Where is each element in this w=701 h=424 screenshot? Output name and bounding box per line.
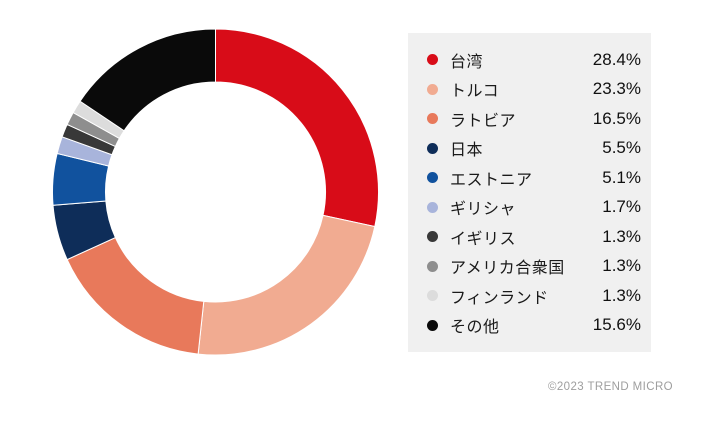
legend-item-uk: イギリス 1.3% bbox=[427, 222, 641, 252]
legend-item-taiwan: 台湾 28.4% bbox=[427, 45, 641, 75]
legend-bullet-icon bbox=[427, 260, 438, 272]
donut-slice-turkey bbox=[197, 214, 376, 356]
legend-item-japan: 日本 5.5% bbox=[427, 134, 641, 164]
legend-item-finland: フィンランド 1.3% bbox=[427, 281, 641, 311]
legend-bullet-icon bbox=[427, 113, 438, 125]
legend-percent: 16.5% bbox=[592, 108, 641, 128]
legend-label: その他 bbox=[450, 319, 500, 337]
legend-item-latvia: ラトビア 16.5% bbox=[427, 104, 641, 134]
legend-label: 台湾 bbox=[450, 53, 484, 71]
copyright-text: ©2023 TREND MICRO bbox=[548, 381, 673, 393]
legend-label: アメリカ合衆国 bbox=[450, 260, 565, 278]
donut-chart-svg bbox=[52, 28, 379, 356]
legend-percent: 5.5% bbox=[602, 138, 641, 158]
donut-slice-other bbox=[79, 28, 216, 132]
donut-chart bbox=[52, 28, 379, 356]
legend-label: 日本 bbox=[450, 142, 484, 160]
legend-label: イギリス bbox=[450, 230, 517, 248]
legend-bullet-icon bbox=[427, 54, 438, 66]
legend-label: フィンランド bbox=[450, 289, 549, 307]
legend-bullet-icon bbox=[427, 231, 438, 243]
legend-bullet-icon bbox=[427, 319, 438, 331]
legend-label: ラトビア bbox=[450, 112, 517, 130]
legend-label: トルコ bbox=[450, 83, 500, 101]
legend-bullet-icon bbox=[427, 172, 438, 184]
legend-item-other: その他 15.6% bbox=[427, 311, 641, 341]
donut-slice-latvia bbox=[66, 236, 205, 355]
legend-percent: 1.3% bbox=[602, 226, 641, 246]
donut-slice-taiwan bbox=[215, 28, 379, 228]
legend-item-usa: アメリカ合衆国 1.3% bbox=[427, 252, 641, 282]
legend-percent: 28.4% bbox=[592, 49, 641, 69]
legend-item-greece: ギリシャ 1.7% bbox=[427, 193, 641, 223]
legend-bullet-icon bbox=[427, 142, 438, 154]
legend-percent: 1.3% bbox=[602, 285, 641, 305]
legend-label: ギリシャ bbox=[450, 201, 517, 219]
legend-percent: 15.6% bbox=[592, 315, 641, 335]
legend-item-turkey: トルコ 23.3% bbox=[427, 75, 641, 105]
legend-percent: 5.1% bbox=[602, 167, 641, 187]
legend-percent: 1.3% bbox=[602, 256, 641, 276]
legend-bullet-icon bbox=[427, 201, 438, 213]
legend-label: エストニア bbox=[450, 171, 533, 189]
legend-percent: 1.7% bbox=[602, 197, 641, 217]
legend: 台湾 28.4% トルコ 23.3% ラトビア 16.5% 日本 5.5% エストニア 5.1% ギ… bbox=[408, 33, 651, 352]
legend-bullet-icon bbox=[427, 290, 438, 302]
legend-percent: 23.3% bbox=[592, 79, 641, 99]
legend-bullet-icon bbox=[427, 83, 438, 95]
legend-item-estonia: エストニア 5.1% bbox=[427, 163, 641, 193]
